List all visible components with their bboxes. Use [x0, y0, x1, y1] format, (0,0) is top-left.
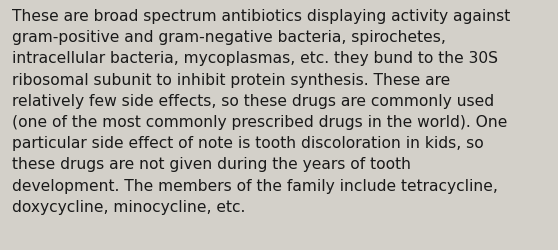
Text: These are broad spectrum antibiotics displaying activity against
gram-positive a: These are broad spectrum antibiotics dis…: [12, 9, 511, 214]
